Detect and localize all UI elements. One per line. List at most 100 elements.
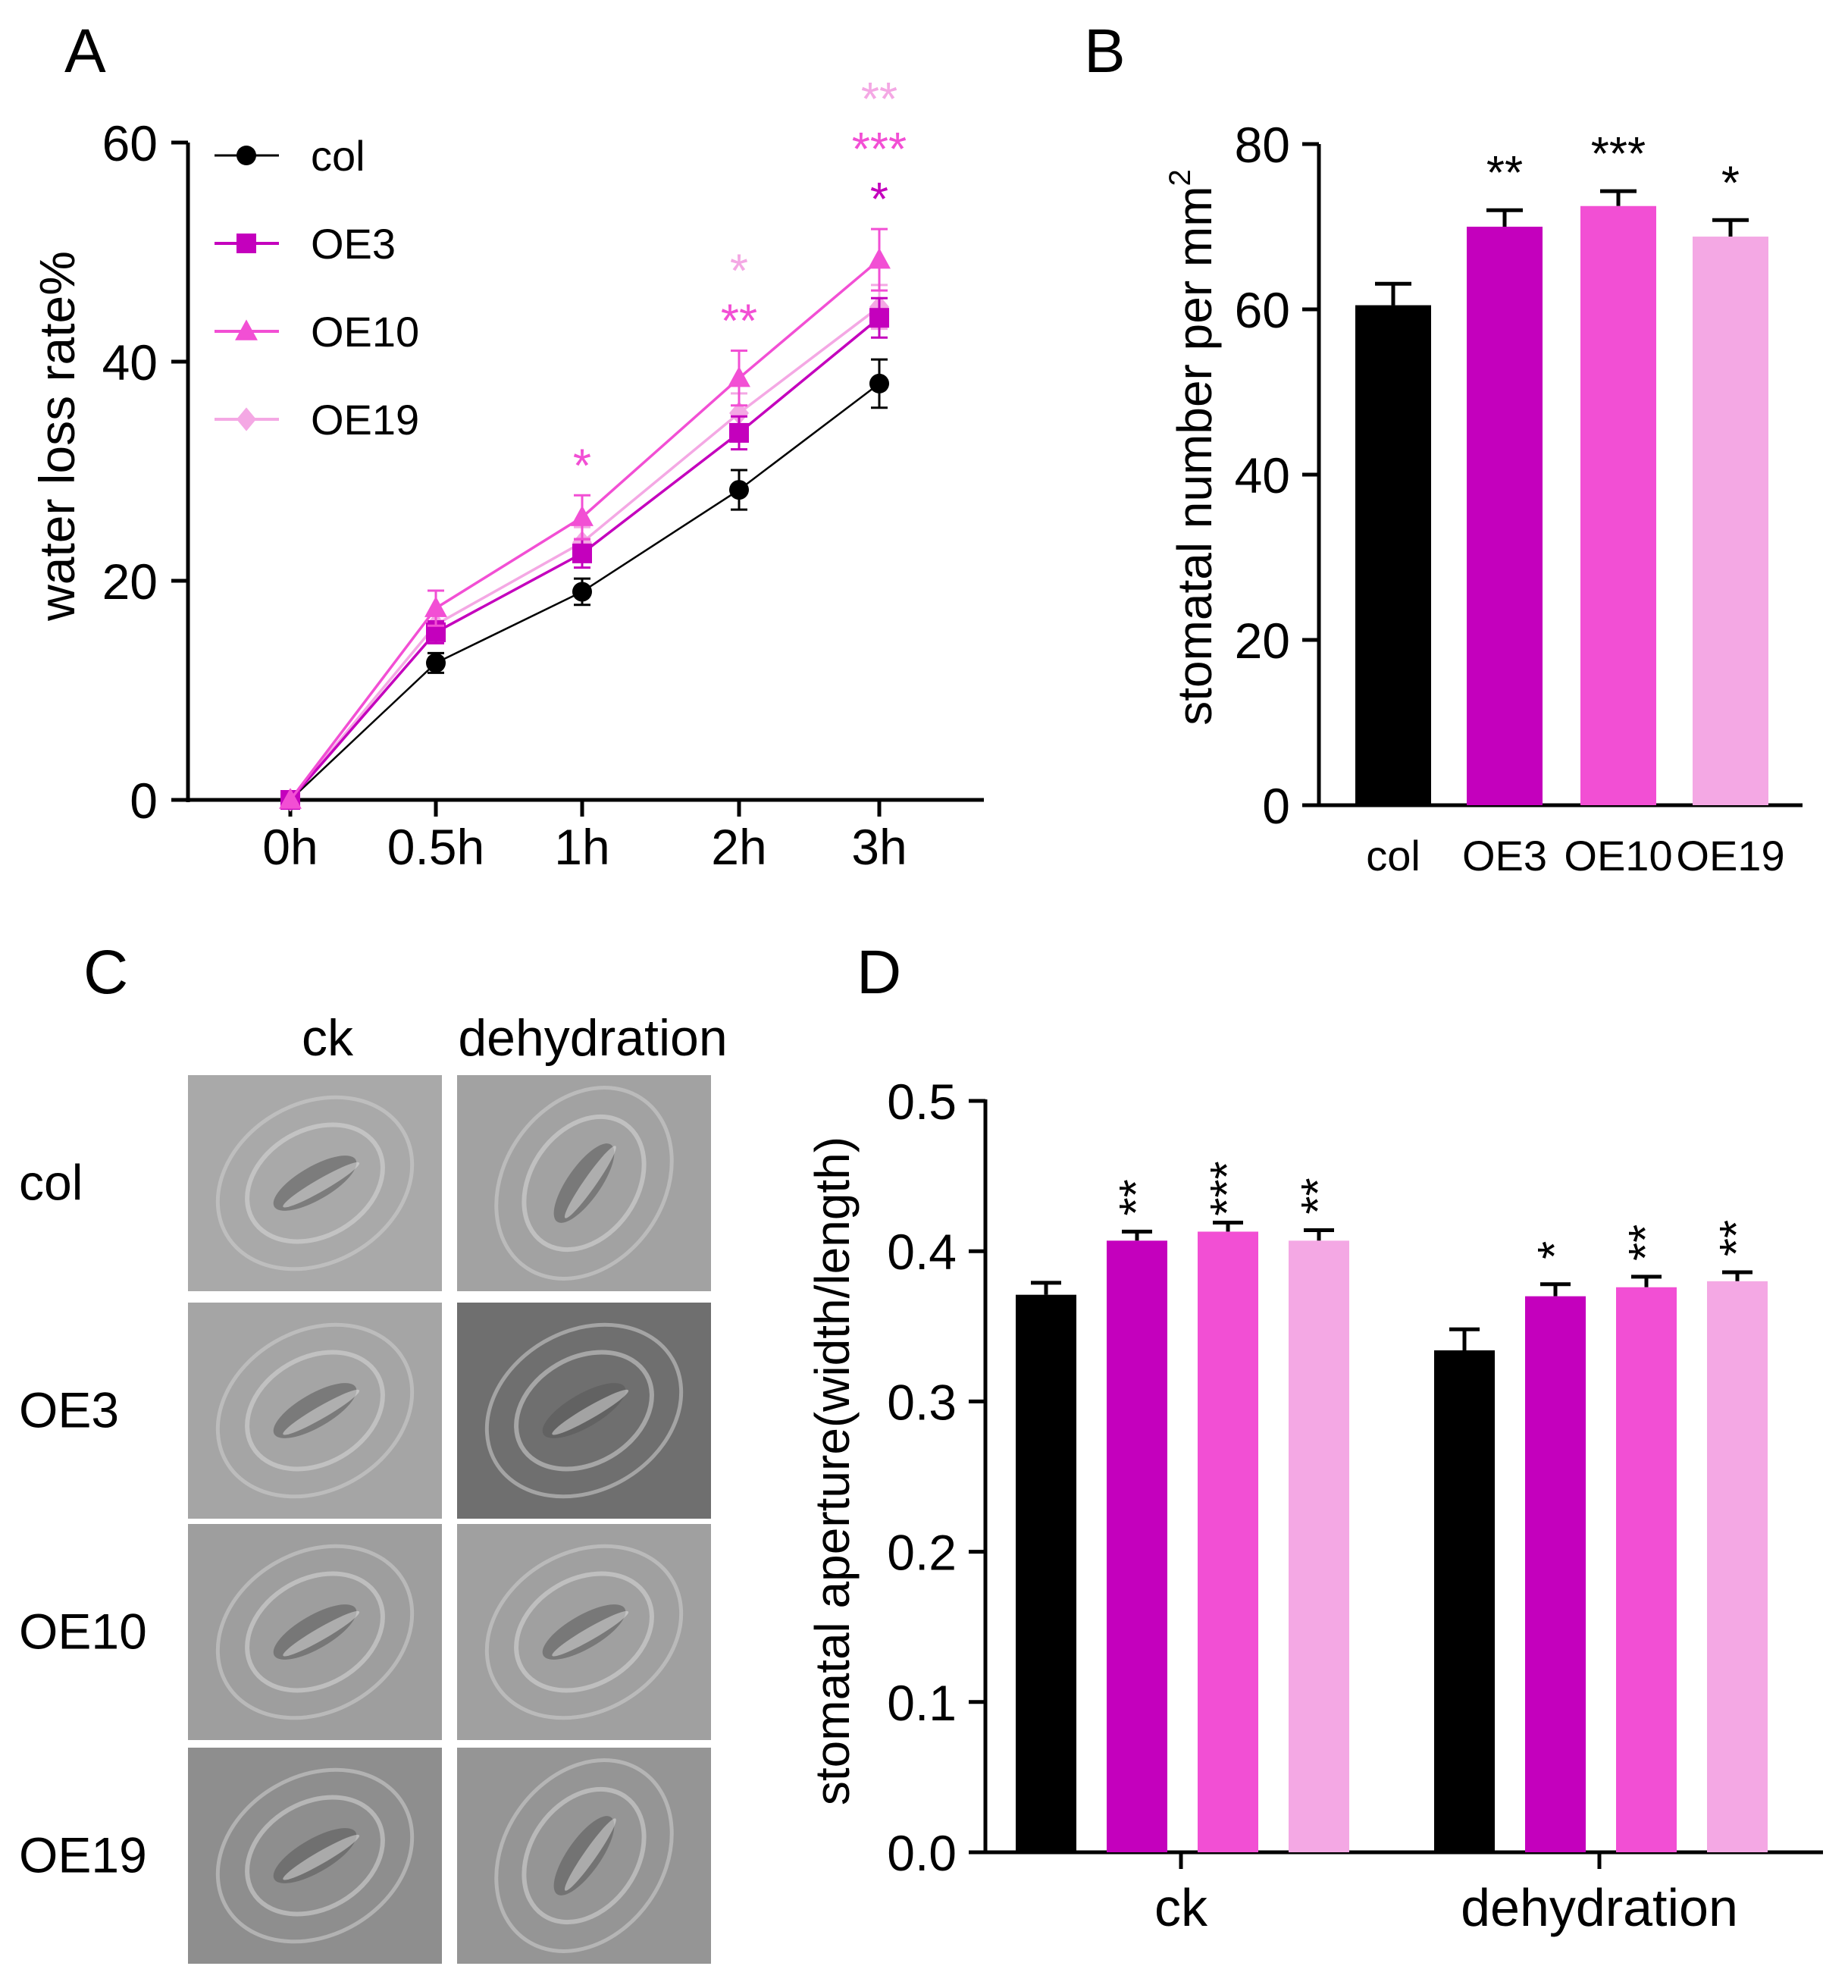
panel-b-significance-label: * xyxy=(1721,157,1740,209)
panel-a-significance-label: ** xyxy=(721,296,757,348)
panel-d-bar-oe19 xyxy=(1289,1240,1349,1852)
panel-a-point-col xyxy=(426,653,446,673)
panel-d-significance-label: ** xyxy=(1110,1179,1163,1215)
panel-a-point-col xyxy=(572,582,592,602)
stomata-micrograph xyxy=(457,1303,711,1519)
panel-a-point-oe10 xyxy=(424,596,447,617)
panel-a-legend: col OE3 OE10 OE19 xyxy=(215,132,419,444)
panel-a-legend-marker-oe19 xyxy=(236,407,256,431)
panel-a-significance-label: * xyxy=(870,174,888,226)
panel-a-point-col xyxy=(729,480,749,500)
panel-a-y-axis-label: water loss rate% xyxy=(29,251,85,622)
panel-a-y-tick-label: 60 xyxy=(102,115,158,171)
guard-cell-outline xyxy=(484,1544,684,1720)
panel-b-x-tick-label: OE19 xyxy=(1676,832,1784,880)
panel-b-y-tick-label: 60 xyxy=(1235,282,1290,338)
panel-d-significance-label: ** xyxy=(1620,1224,1672,1261)
panel-c-column-header: dehydration xyxy=(458,1009,727,1067)
guard-cell-inner xyxy=(245,1571,385,1693)
panel-b-bar-oe19 xyxy=(1693,237,1768,806)
panel-d-y-tick-label: 0.4 xyxy=(887,1224,957,1280)
guard-cell-inner xyxy=(522,1786,647,1925)
panel-b-x-tick-label: OE10 xyxy=(1564,832,1672,880)
guard-cell-inner xyxy=(245,1795,385,1917)
panel-d-significance-label: ** xyxy=(1292,1177,1345,1214)
stomata-micrograph xyxy=(188,1524,442,1740)
panel-b-bar-group-oe19: OE19 * xyxy=(1676,157,1784,880)
panel-a-significance-label: ** xyxy=(861,74,897,126)
panel-b-x-tick-label: col xyxy=(1366,832,1420,880)
pore-highlight xyxy=(552,1610,629,1657)
pore-highlight xyxy=(552,1389,629,1435)
panel-a-legend-marker-oe10 xyxy=(235,319,258,340)
panel-a-point-oe3 xyxy=(869,308,889,328)
panel-d-bar-col xyxy=(1434,1350,1495,1852)
guard-cell-inner xyxy=(522,1114,647,1253)
panel-b-y-tick-label: 0 xyxy=(1262,778,1290,834)
panel-a-y-tick-label: 20 xyxy=(102,553,158,610)
guard-cell-inner xyxy=(245,1350,385,1472)
panel-a-point-oe10 xyxy=(868,248,891,269)
panel-a-legend-label: col xyxy=(311,132,365,180)
panel-c-column-header: ck xyxy=(302,1009,354,1067)
pore-highlight xyxy=(283,1162,360,1208)
panel-d-bar-oe10 xyxy=(1616,1287,1677,1852)
panel-a-series-oe3 xyxy=(280,296,889,810)
panel-d-y-axis-label: stomatal aperture(width/length) xyxy=(805,1137,860,1805)
panel-c-row-label: OE10 xyxy=(19,1604,147,1660)
panel-b-bar-chart: stomatal number per mm2 0 20 40 60 80 col OE3… xyxy=(1164,117,1803,880)
pore-highlight xyxy=(283,1389,360,1435)
panel-d-bar-oe10 xyxy=(1198,1231,1258,1852)
panel-label-b: B xyxy=(1084,17,1126,86)
panel-a-legend-marker-col xyxy=(236,146,256,165)
panel-a-x-tick-label: 2h xyxy=(711,819,766,875)
panel-b-significance-label: ** xyxy=(1486,147,1523,199)
panel-label-c: C xyxy=(83,938,128,1007)
panel-d-y-tick-label: 0.0 xyxy=(887,1825,957,1881)
panel-b-significance-label: *** xyxy=(1591,128,1646,180)
panel-b-x-tick-label: OE3 xyxy=(1462,832,1547,880)
guard-cell-inner xyxy=(245,1122,385,1244)
panel-a-point-oe3 xyxy=(572,543,592,563)
pore-highlight xyxy=(283,1610,360,1657)
panel-a-point-oe3 xyxy=(729,422,749,443)
panel-b-y-tick-label: 40 xyxy=(1235,447,1290,503)
panel-b-y-axis-label-superscript: 2 xyxy=(1164,169,1197,186)
panel-c-micrograph-grid: ck dehydration col OE3 OE10 OE19 xyxy=(19,1009,728,1964)
panel-d-y-tick-label: 0.5 xyxy=(887,1074,957,1130)
guard-cell-outline xyxy=(215,1767,415,1944)
panel-d-x-tick-label: dehydration xyxy=(1461,1878,1738,1937)
panel-a-significance-label: *** xyxy=(852,124,907,176)
panel-b-y-axis-label: stomatal number per mm2 xyxy=(1164,169,1222,726)
panel-a-y-tick-label: 0 xyxy=(130,773,158,829)
panel-c-row-label: OE19 xyxy=(19,1827,147,1883)
panel-d-y-tick-label: 0.2 xyxy=(887,1525,957,1581)
pore-highlight xyxy=(564,1146,616,1218)
panel-d-bar-chart: stomatal aperture(width/length) 0.0 0.1 0.… xyxy=(805,1074,1823,1937)
panel-a-x-tick-label: 3h xyxy=(851,819,907,875)
panel-d-bar-oe19 xyxy=(1707,1281,1768,1852)
panel-a-legend-marker-oe3 xyxy=(236,234,256,253)
panel-d-x-tick-label: ck xyxy=(1154,1878,1208,1937)
panel-b-bar-group-oe3: OE3 ** xyxy=(1462,147,1547,880)
panel-b-y-tick-label: 20 xyxy=(1235,613,1290,669)
panel-a-significance-label: * xyxy=(573,440,591,492)
guard-cell-outline xyxy=(494,1758,674,1953)
guard-cell-outline xyxy=(215,1095,415,1272)
stomata-micrograph xyxy=(457,1524,711,1740)
panel-d-bar-oe3 xyxy=(1107,1240,1167,1852)
panel-a-legend-label: OE19 xyxy=(311,396,419,444)
panel-d-y-tick-label: 0.1 xyxy=(887,1675,957,1731)
panel-d-bar-oe3 xyxy=(1525,1296,1586,1852)
panel-b-bar-group-oe10: OE10 *** xyxy=(1564,128,1672,880)
panel-a-y-tick-label: 40 xyxy=(102,334,158,390)
guard-cell-outline xyxy=(215,1544,415,1720)
panel-a-legend-label: OE3 xyxy=(311,220,396,268)
panel-b-y-tick-label: 80 xyxy=(1235,117,1290,173)
guard-cell-outline xyxy=(484,1322,684,1499)
panel-b-bar-col xyxy=(1355,305,1431,805)
panel-a-legend-label: OE10 xyxy=(311,308,419,356)
panel-a-point-oe10 xyxy=(279,788,302,809)
